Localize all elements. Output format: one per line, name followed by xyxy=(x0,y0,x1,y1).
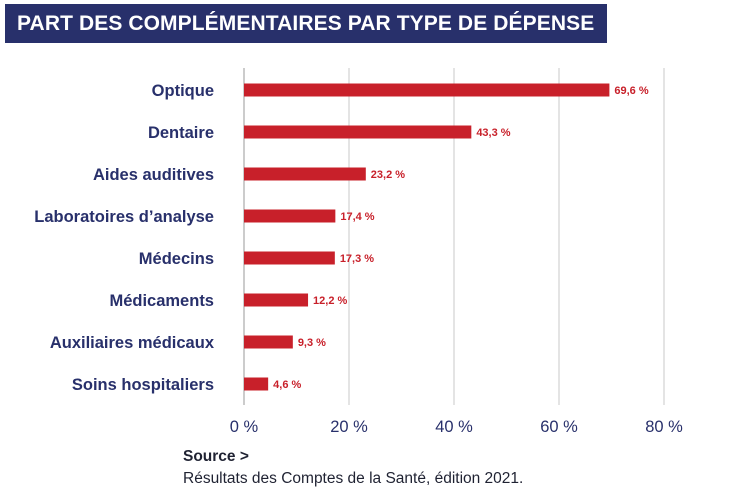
x-tick-label: 20 % xyxy=(330,418,368,436)
category-label: Soins hospitaliers xyxy=(72,376,214,394)
bar-7 xyxy=(244,377,269,391)
value-label: 17,4 % xyxy=(340,211,374,223)
x-tick-label: 0 % xyxy=(230,418,259,436)
bar-6 xyxy=(244,335,293,349)
value-label: 12,2 % xyxy=(313,295,347,307)
bar-5 xyxy=(244,293,309,307)
category-label: Médecins xyxy=(139,250,214,268)
grid-lines xyxy=(243,68,665,405)
category-label: Dentaire xyxy=(148,124,214,142)
bars xyxy=(244,83,610,391)
category-labels: Optique Dentaire Aides auditives Laboratoir… xyxy=(34,82,215,394)
x-axis-tick-labels: 0 % 20 % 40 % 60 % 80 % xyxy=(230,418,683,436)
category-label: Médicaments xyxy=(109,292,214,310)
bar-0 xyxy=(244,83,610,97)
bar-1 xyxy=(244,125,472,139)
category-label: Aides auditives xyxy=(93,166,214,184)
value-label: 23,2 % xyxy=(371,169,405,181)
x-tick-label: 80 % xyxy=(645,418,683,436)
x-tick-label: 60 % xyxy=(540,418,578,436)
bar-3 xyxy=(244,209,336,223)
value-label: 4,6 % xyxy=(273,379,301,391)
source-text: Résultats des Comptes de la Santé, éditi… xyxy=(183,470,524,487)
value-label: 69,6 % xyxy=(614,85,648,97)
category-label: Optique xyxy=(152,82,214,100)
value-label: 43,3 % xyxy=(476,127,510,139)
value-labels: 69,6 % 43,3 % 23,2 % 17,4 % 17,3 % 12,2 % 9,3 … xyxy=(273,85,649,391)
category-label: Laboratoires d’analyse xyxy=(34,208,214,226)
bar-4 xyxy=(244,251,335,265)
source-heading: Source > xyxy=(183,448,249,465)
value-label: 9,3 % xyxy=(298,337,326,349)
value-label: 17,3 % xyxy=(340,253,374,265)
x-tick-label: 40 % xyxy=(435,418,473,436)
category-label: Auxiliaires médicaux xyxy=(50,334,215,352)
bar-2 xyxy=(244,167,366,181)
chart-title: PART DES COMPLÉMENTAIRES PAR TYPE DE DÉP… xyxy=(5,4,608,43)
